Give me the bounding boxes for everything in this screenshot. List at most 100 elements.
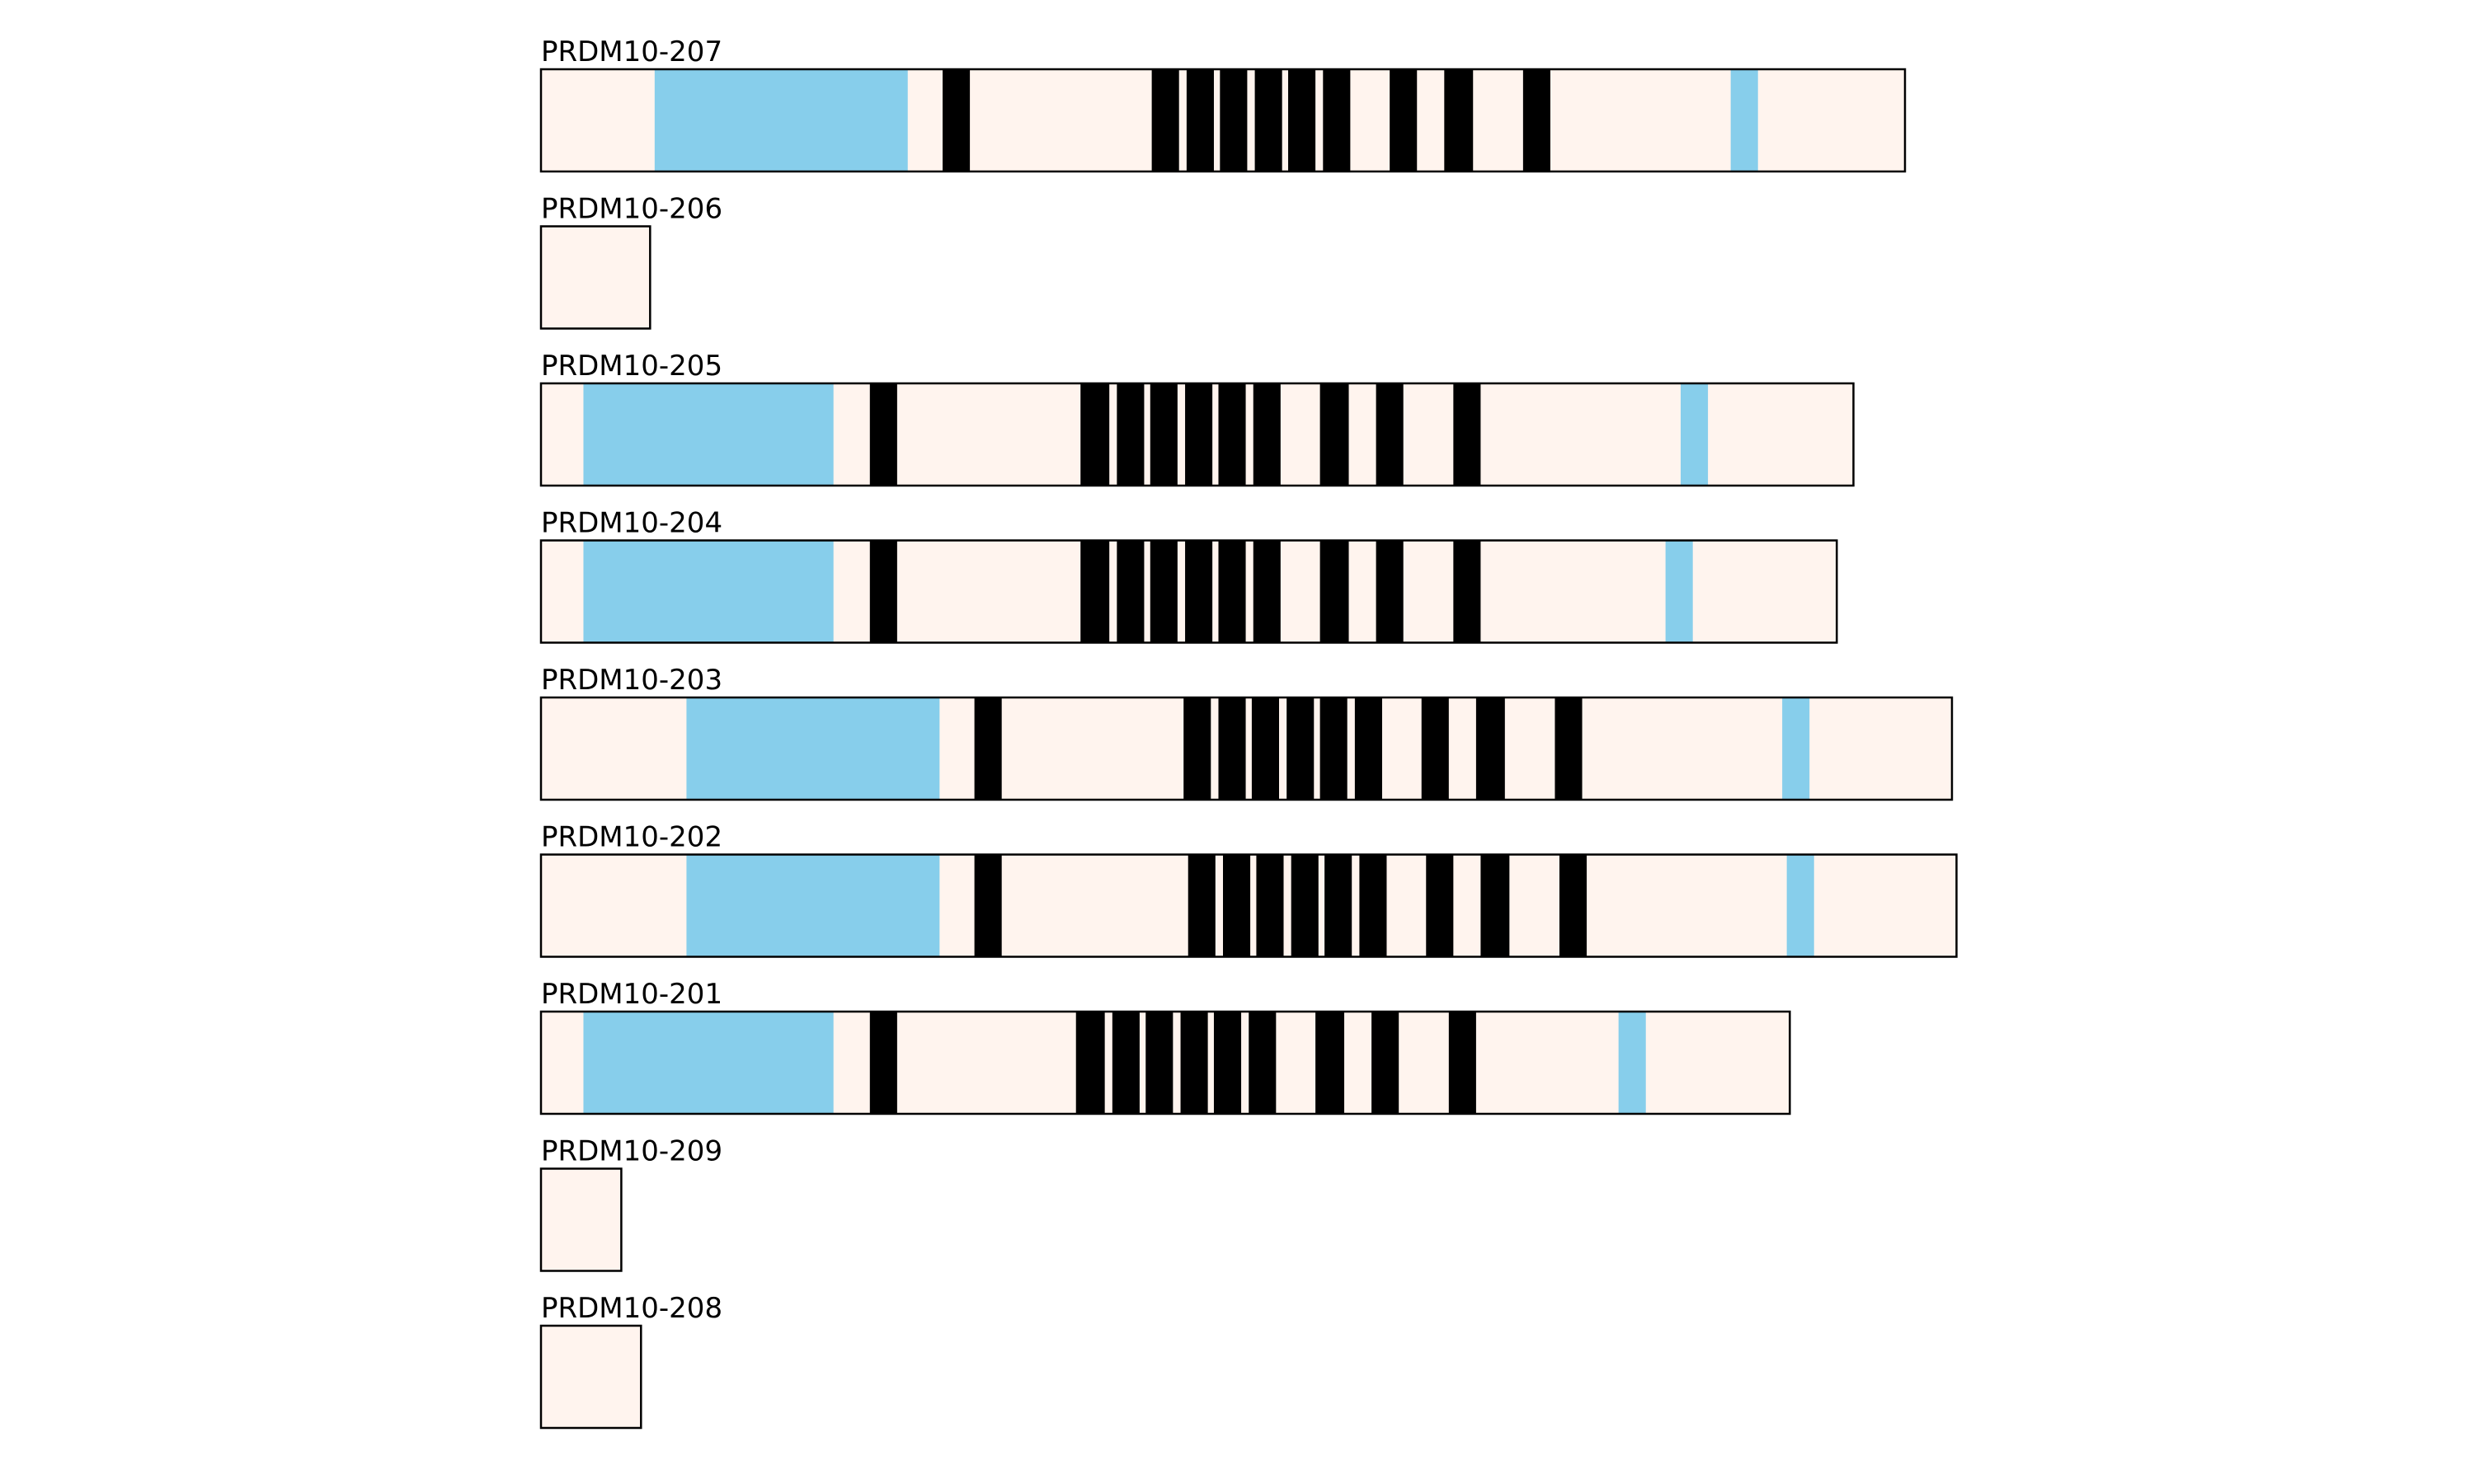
domain-black	[1180, 1012, 1208, 1114]
domain-black	[1249, 1012, 1277, 1114]
transcript-outline	[539, 382, 1855, 487]
domain-black	[1151, 69, 1179, 171]
transcript-track: PRDM10-207	[539, 35, 1907, 173]
domain-black	[1112, 1012, 1140, 1114]
domain-black	[1554, 697, 1583, 800]
transcript-background	[541, 1326, 642, 1428]
domain-blue	[1786, 854, 1814, 957]
domain-blue	[583, 383, 834, 486]
domain-black	[1218, 383, 1246, 486]
domain-blue	[1782, 697, 1810, 800]
domain-black	[1256, 854, 1284, 957]
domain-blue	[686, 854, 940, 957]
domain-black	[1480, 854, 1510, 957]
transcript-track: PRDM10-202	[539, 821, 1958, 958]
domain-black	[1323, 69, 1351, 171]
domain-black	[943, 69, 971, 171]
domain-black	[974, 854, 1002, 957]
domain-black	[1218, 697, 1246, 800]
domain-black	[1453, 383, 1481, 486]
domain-blue	[654, 69, 908, 171]
transcript-outline	[539, 539, 1838, 644]
domain-black	[1315, 1012, 1345, 1114]
domain-black	[1223, 854, 1251, 957]
domain-black	[869, 1012, 897, 1114]
domain-black	[1253, 383, 1281, 486]
domain-black	[1188, 854, 1216, 957]
domain-black	[1522, 69, 1550, 171]
domain-black	[1475, 697, 1505, 800]
track-label: PRDM10-206	[541, 193, 722, 226]
transcript-track: PRDM10-203	[539, 664, 1954, 801]
domain-black	[1319, 697, 1348, 800]
transcript-outline	[539, 696, 1954, 801]
domain-black	[1075, 1012, 1105, 1114]
domain-black	[1448, 1012, 1476, 1114]
domain-black	[1254, 69, 1282, 171]
domain-black	[1080, 383, 1110, 486]
domain-black	[1080, 540, 1110, 643]
domain-black	[1185, 383, 1213, 486]
track-label: PRDM10-207	[541, 35, 722, 68]
track-label: PRDM10-208	[541, 1292, 722, 1325]
domain-black	[1444, 69, 1474, 171]
domain-black	[1117, 540, 1145, 643]
domain-blue	[1618, 1012, 1646, 1114]
domain-black	[1253, 540, 1281, 643]
domain-black	[1288, 69, 1316, 171]
domain-black	[1324, 854, 1352, 957]
domain-black	[1421, 697, 1449, 800]
domain-black	[1213, 1012, 1242, 1114]
domain-black	[1371, 1012, 1399, 1114]
domain-black	[974, 697, 1002, 800]
domain-black	[1319, 540, 1349, 643]
domain-black	[1185, 540, 1213, 643]
domain-black	[1150, 540, 1178, 643]
domain-black	[1145, 1012, 1174, 1114]
track-label: PRDM10-204	[541, 507, 722, 540]
transcript-outline	[539, 853, 1958, 958]
transcript-outline	[539, 1010, 1791, 1115]
domain-blue	[1681, 383, 1709, 486]
domain-black	[1453, 540, 1481, 643]
transcript-outline	[539, 68, 1907, 173]
transcript-track: PRDM10-201	[539, 978, 1791, 1115]
domain-black	[1376, 383, 1404, 486]
domain-black	[869, 540, 897, 643]
domain-black	[1117, 383, 1145, 486]
domain-black	[1251, 697, 1279, 800]
domain-black	[869, 383, 897, 486]
domain-black	[1426, 854, 1454, 957]
domain-black	[1376, 540, 1404, 643]
domain-blue	[583, 1012, 834, 1114]
transcript-track: PRDM10-208	[539, 1292, 722, 1430]
transcript-background	[541, 1168, 622, 1271]
track-label: PRDM10-203	[541, 664, 722, 697]
transcript-outline	[539, 225, 651, 330]
domain-blue	[1730, 69, 1758, 171]
transcript-outline	[539, 1167, 623, 1272]
domain-black	[1390, 69, 1418, 171]
track-label: PRDM10-202	[541, 821, 722, 854]
transcript-track: PRDM10-204	[539, 507, 1838, 644]
domain-black	[1286, 697, 1315, 800]
domain-black	[1183, 697, 1211, 800]
domain-black	[1186, 69, 1214, 171]
domain-black	[1218, 540, 1246, 643]
domain-blue	[583, 540, 834, 643]
domain-black	[1291, 854, 1319, 957]
transcript-background	[541, 226, 651, 329]
domain-black	[1559, 854, 1587, 957]
track-label: PRDM10-209	[541, 1135, 722, 1168]
domain-black	[1359, 854, 1387, 957]
domain-black	[1319, 383, 1349, 486]
domain-black	[1354, 697, 1382, 800]
domain-black	[1220, 69, 1248, 171]
transcript-outline	[539, 1324, 642, 1430]
transcript-track: PRDM10-205	[539, 350, 1855, 487]
transcript-track: PRDM10-209	[539, 1135, 722, 1272]
domain-black	[1150, 383, 1178, 486]
track-label: PRDM10-201	[541, 978, 722, 1011]
track-label: PRDM10-205	[541, 350, 722, 383]
